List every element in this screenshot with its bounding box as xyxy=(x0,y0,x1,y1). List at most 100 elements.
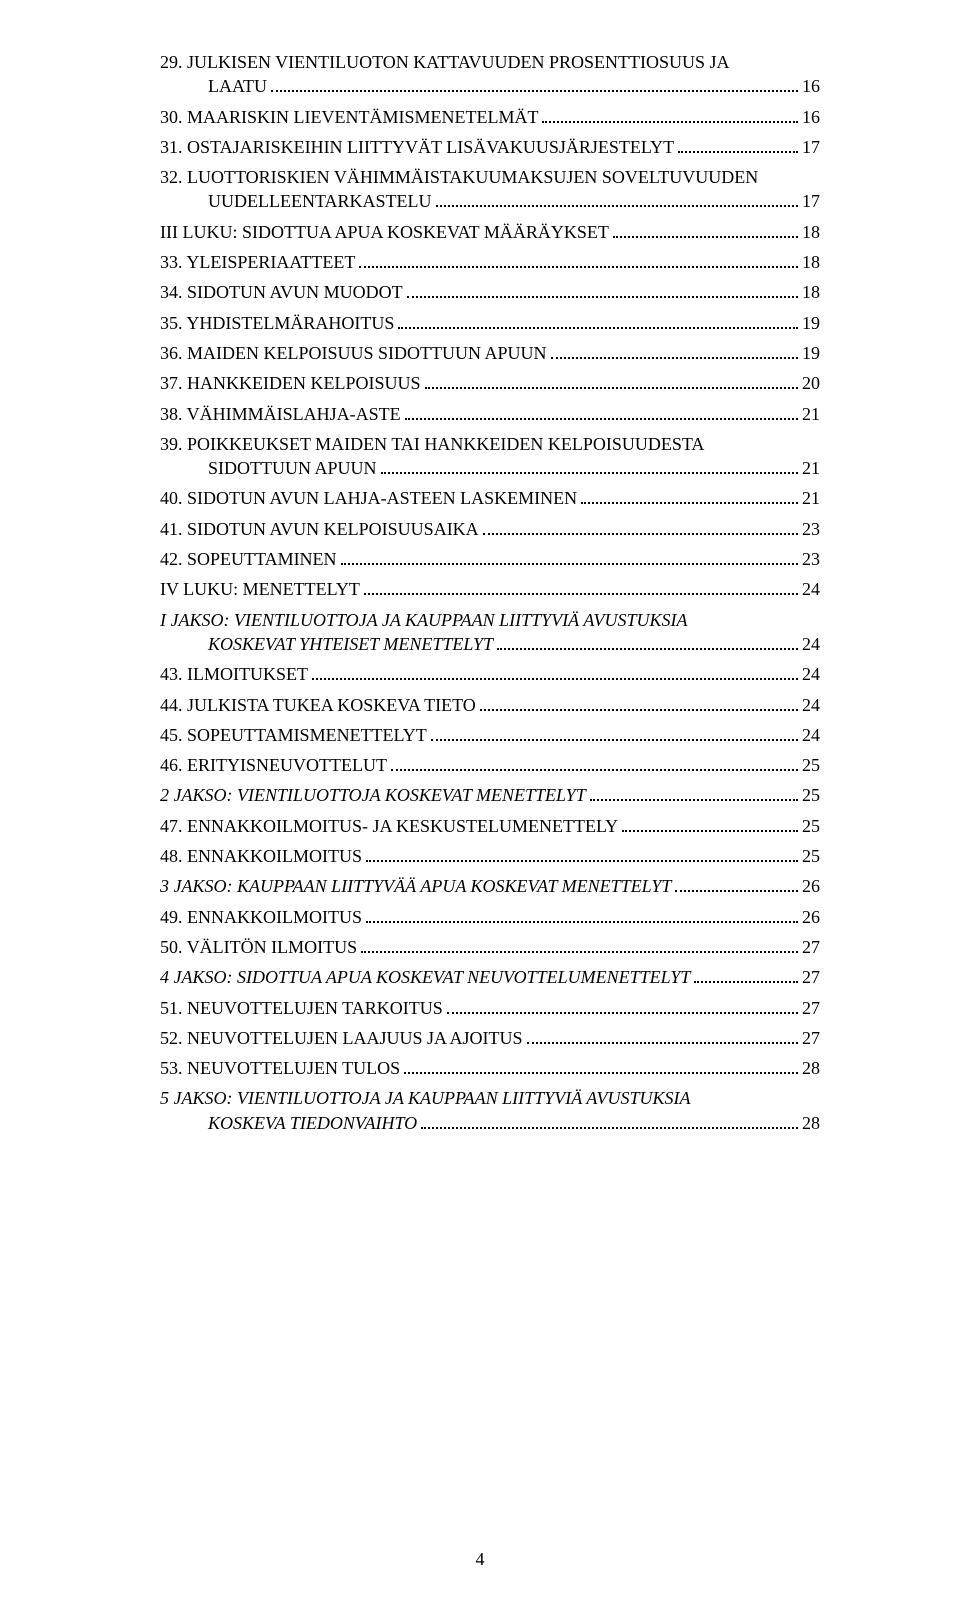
toc-label: 32. LUOTTORISKIEN VÄHIMMÄISTAKUUMAKSUJEN… xyxy=(160,165,820,189)
toc-page-number: 18 xyxy=(802,250,820,274)
toc-page-number: 18 xyxy=(802,280,820,304)
toc-line2: SIDOTTUUN APUUN21 xyxy=(160,456,820,480)
toc-leader-dots xyxy=(497,638,798,650)
toc-label: 42. SOPEUTTAMINEN xyxy=(160,547,337,571)
toc-entry: 52. NEUVOTTELUJEN LAAJUUS JA AJOITUS27 xyxy=(160,1026,820,1050)
toc-leader-dots xyxy=(425,377,799,389)
toc-entry: 31. OSTAJARISKEIHIN LIITTYVÄT LISÄVAKUUS… xyxy=(160,135,820,159)
toc-label: 39. POIKKEUKSET MAIDEN TAI HANKKEIDEN KE… xyxy=(160,432,820,456)
toc-label: 29. JULKISEN VIENTILUOTON KATTAVUUDEN PR… xyxy=(160,50,820,74)
toc-entry: 37. HANKKEIDEN KELPOISUUS20 xyxy=(160,371,820,395)
toc-line2: LAATU16 xyxy=(160,74,820,98)
toc-entry: 34. SIDOTUN AVUN MUODOT 18 xyxy=(160,280,820,304)
toc-leader-dots xyxy=(675,880,798,892)
toc-page-number: 28 xyxy=(802,1111,820,1135)
toc-leader-dots xyxy=(405,408,798,420)
toc-label: 49. ENNAKKOILMOITUS xyxy=(160,905,362,929)
toc-entry: 3 JAKSO: KAUPPAAN LIITTYVÄÄ APUA KOSKEVA… xyxy=(160,874,820,898)
toc-label: I JAKSO: VIENTILUOTTOJA JA KAUPPAAN LIIT… xyxy=(160,608,820,632)
toc-entry: IV LUKU: MENETTELYT 24 xyxy=(160,577,820,601)
toc-label: 31. OSTAJARISKEIHIN LIITTYVÄT LISÄVAKUUS… xyxy=(160,135,674,159)
toc-page-number: 16 xyxy=(802,74,820,98)
toc-leader-dots xyxy=(359,256,798,268)
toc-leader-dots xyxy=(407,286,798,298)
toc-entry: 49. ENNAKKOILMOITUS 26 xyxy=(160,905,820,929)
toc-label: 43. ILMOITUKSET xyxy=(160,662,308,686)
toc-leader-dots xyxy=(381,462,798,474)
toc-label: 30. MAARISKIN LIEVENTÄMISMENETELMÄT xyxy=(160,105,538,129)
toc-page-number: 25 xyxy=(802,844,820,868)
toc-leader-dots xyxy=(404,1062,798,1074)
page-number: 4 xyxy=(0,1547,960,1571)
toc-leader-dots xyxy=(364,583,798,595)
toc-label: 36. MAIDEN KELPOISUUS SIDOTTUUN APUUN xyxy=(160,341,547,365)
toc-label: 48. ENNAKKOILMOITUS xyxy=(160,844,362,868)
toc-label: 44. JULKISTA TUKEA KOSKEVA TIETO xyxy=(160,693,476,717)
toc-line2: UUDELLEENTARKASTELU 17 xyxy=(160,189,820,213)
toc-entry: 2 JAKSO: VIENTILUOTTOJA KOSKEVAT MENETTE… xyxy=(160,783,820,807)
toc-page-number: 26 xyxy=(802,874,820,898)
toc-leader-dots xyxy=(391,759,798,771)
toc-label: 5 JAKSO: VIENTILUOTTOJA JA KAUPPAAN LIIT… xyxy=(160,1086,820,1110)
toc-entry: 41. SIDOTUN AVUN KELPOISUUSAIKA23 xyxy=(160,517,820,541)
toc-entry: 51. NEUVOTTELUJEN TARKOITUS27 xyxy=(160,996,820,1020)
toc-label-cont: KOSKEVA TIEDONVAIHTO xyxy=(208,1111,417,1135)
toc-entry: 45. SOPEUTTAMISMENETTELYT 24 xyxy=(160,723,820,747)
toc-page-number: 24 xyxy=(802,662,820,686)
toc-page-number: 25 xyxy=(802,814,820,838)
toc-entry: 35. YHDISTELMÄRAHOITUS19 xyxy=(160,311,820,335)
toc-page-number: 16 xyxy=(802,105,820,129)
toc-page-number: 21 xyxy=(802,486,820,510)
toc-label: 4 JAKSO: SIDOTTUA APUA KOSKEVAT NEUVOTTE… xyxy=(160,965,690,989)
toc-page-number: 27 xyxy=(802,996,820,1020)
toc-leader-dots xyxy=(431,729,798,741)
toc-page-number: 24 xyxy=(802,723,820,747)
toc-leader-dots xyxy=(590,790,798,802)
toc-leader-dots xyxy=(542,111,798,123)
toc-entry: 50. VÄLITÖN ILMOITUS 27 xyxy=(160,935,820,959)
toc-page-number: 17 xyxy=(802,189,820,213)
toc-label: III LUKU: SIDOTTUA APUA KOSKEVAT MÄÄRÄYK… xyxy=(160,220,609,244)
toc-label-cont: UUDELLEENTARKASTELU xyxy=(208,189,432,213)
toc-leader-dots xyxy=(483,523,798,535)
toc-label: IV LUKU: MENETTELYT xyxy=(160,577,360,601)
toc-page-number: 26 xyxy=(802,905,820,929)
toc-label: 2 JAKSO: VIENTILUOTTOJA KOSKEVAT MENETTE… xyxy=(160,783,586,807)
toc-leader-dots xyxy=(271,80,798,92)
toc-label: 45. SOPEUTTAMISMENETTELYT xyxy=(160,723,427,747)
toc-label: 34. SIDOTUN AVUN MUODOT xyxy=(160,280,403,304)
toc-entry: 53. NEUVOTTELUJEN TULOS28 xyxy=(160,1056,820,1080)
toc-label: 40. SIDOTUN AVUN LAHJA-ASTEEN LASKEMINEN xyxy=(160,486,577,510)
toc-leader-dots xyxy=(551,347,798,359)
toc-leader-dots xyxy=(312,668,798,680)
toc-page-number: 24 xyxy=(802,632,820,656)
toc-line2: KOSKEVAT YHTEISET MENETTELYT24 xyxy=(160,632,820,656)
toc-entry: 33. YLEISPERIAATTEET18 xyxy=(160,250,820,274)
toc-leader-dots xyxy=(341,553,798,565)
toc-label: 46. ERITYISNEUVOTTELUT xyxy=(160,753,387,777)
toc-label-cont: SIDOTTUUN APUUN xyxy=(208,456,377,480)
toc-page-number: 27 xyxy=(802,965,820,989)
toc-page-number: 21 xyxy=(802,402,820,426)
toc-entry: 30. MAARISKIN LIEVENTÄMISMENETELMÄT 16 xyxy=(160,105,820,129)
toc-label: 38. VÄHIMMÄISLAHJA-ASTE xyxy=(160,402,401,426)
toc-entry: 4 JAKSO: SIDOTTUA APUA KOSKEVAT NEUVOTTE… xyxy=(160,965,820,989)
toc-leader-dots xyxy=(398,317,798,329)
toc-page-number: 19 xyxy=(802,341,820,365)
toc-page: 29. JULKISEN VIENTILUOTON KATTAVUUDEN PR… xyxy=(0,0,960,1599)
toc-label: 50. VÄLITÖN ILMOITUS xyxy=(160,935,357,959)
toc-page-number: 27 xyxy=(802,935,820,959)
toc-leader-dots xyxy=(613,226,798,238)
toc-page-number: 23 xyxy=(802,547,820,571)
toc-leader-dots xyxy=(447,1002,798,1014)
toc-leader-dots xyxy=(361,941,798,953)
toc-entry: 5 JAKSO: VIENTILUOTTOJA JA KAUPPAAN LIIT… xyxy=(160,1086,820,1135)
toc-page-number: 24 xyxy=(802,577,820,601)
toc-label: 3 JAKSO: KAUPPAAN LIITTYVÄÄ APUA KOSKEVA… xyxy=(160,874,671,898)
toc-leader-dots xyxy=(694,971,798,983)
toc-leader-dots xyxy=(622,820,798,832)
toc-entry: 46. ERITYISNEUVOTTELUT25 xyxy=(160,753,820,777)
toc-leader-dots xyxy=(366,850,798,862)
toc-page-number: 24 xyxy=(802,693,820,717)
toc-leader-dots xyxy=(366,911,798,923)
